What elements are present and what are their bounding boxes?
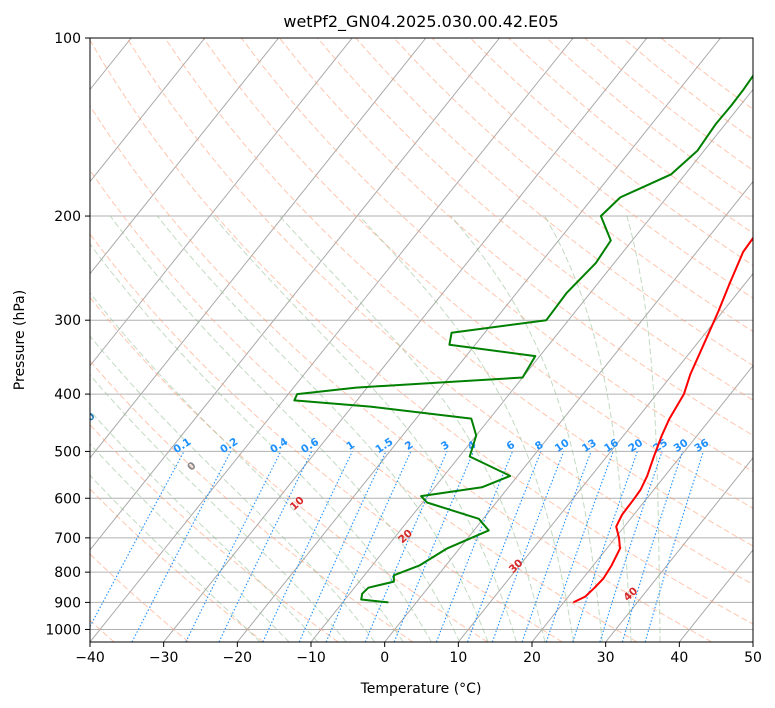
moist-adiabat-line <box>90 474 261 642</box>
temperature-line <box>572 236 753 604</box>
x-tick-label: 0 <box>380 650 389 666</box>
mixing-ratio-line <box>572 451 638 642</box>
dewpoint-line <box>293 74 753 604</box>
y-tick-label: 500 <box>54 444 81 460</box>
mixing-ratio-line <box>599 451 663 642</box>
x-tick-label: 10 <box>449 650 467 666</box>
dry-adiabat-line <box>90 105 712 642</box>
y-tick-label: 800 <box>54 565 81 581</box>
dry-adiabat-line <box>90 553 190 642</box>
isotherm-line <box>90 38 427 459</box>
series-lines <box>293 74 753 604</box>
mixing-ratio-line <box>466 451 542 642</box>
dry-adiabat-line <box>90 233 563 642</box>
moist-adiabat-line <box>90 243 432 642</box>
y-tick-label: 700 <box>54 531 81 547</box>
mixing-ratio-line <box>644 451 704 642</box>
y-tick-label: 400 <box>54 387 81 403</box>
y-tick-label: 900 <box>54 595 81 611</box>
moist-adiabat-line <box>279 215 546 642</box>
y-tick-label: 600 <box>54 491 81 507</box>
moist-adiabat-line <box>90 374 347 642</box>
x-tick-label: 30 <box>597 650 615 666</box>
isotherm-line <box>605 457 753 642</box>
plot-frame <box>89 37 754 643</box>
moist-adiabat-line <box>544 215 632 642</box>
y-tick-label: 300 <box>54 313 81 329</box>
x-tick-label: 40 <box>670 650 688 666</box>
dry-adiabat-line <box>279 38 753 437</box>
isotherm-line <box>163 38 648 642</box>
y-axis-ticks: 100 200 300 400 500 600 700 800 900 1000 <box>45 31 90 638</box>
isotherm-line <box>236 38 721 642</box>
x-tick-label: −10 <box>296 650 326 666</box>
x-tick-label: −20 <box>223 650 253 666</box>
x-tick-label: −40 <box>75 650 105 666</box>
dry-adiabat-line <box>393 38 753 333</box>
isotherm-line <box>90 38 574 642</box>
x-tick-label: 50 <box>744 650 762 666</box>
y-axis-label: Pressure (hPa) <box>12 290 28 390</box>
moist-adiabat-line <box>157 215 489 642</box>
mixing-ratio-line <box>262 451 353 642</box>
isotherm-line <box>457 272 753 642</box>
mixing-ratio-line <box>435 451 514 642</box>
y-tick-label: 1000 <box>45 622 81 638</box>
isotherm-line <box>90 38 279 275</box>
dry-adiabat-lines <box>90 38 753 642</box>
chart-title: wetPf2_GN04.2025.030.00.42.E05 <box>283 12 558 32</box>
mixing-ratio-lines <box>90 451 704 642</box>
x-tick-label: 20 <box>523 650 541 666</box>
mixing-ratio-line <box>364 451 448 642</box>
mixing-ratio-line <box>185 451 282 642</box>
mixing-ratio-line <box>90 451 185 628</box>
isotherm-line <box>90 38 500 551</box>
dry-adiabat-line <box>90 488 264 642</box>
moist-adiabat-line <box>109 215 461 642</box>
x-axis-ticks: −40 −30 −20 −10 0 10 20 30 40 50 <box>75 642 762 666</box>
mixing-ratio-line <box>393 451 475 642</box>
moist-adiabat-line <box>90 292 404 642</box>
dry-adiabat-line <box>90 39 753 625</box>
moist-adiabat-line <box>212 215 517 642</box>
dry-adiabat-line <box>164 38 753 547</box>
y-tick-label: 100 <box>54 31 81 47</box>
dry-adiabat-line <box>90 169 638 642</box>
moist-adiabat-line <box>450 215 603 642</box>
mixing-ratio-line <box>325 451 412 642</box>
dry-adiabat-line <box>90 360 414 642</box>
mixing-ratio-line <box>545 451 614 642</box>
x-tick-label: −30 <box>149 650 179 666</box>
moist-adiabat-line <box>90 335 376 642</box>
dry-adiabat-line <box>90 296 488 642</box>
moist-adiabat-line <box>358 215 575 642</box>
mixing-ratio-line <box>218 451 313 642</box>
mixing-ratio-line <box>491 451 565 642</box>
isotherm-line <box>90 38 353 367</box>
dry-adiabat-line <box>202 38 753 509</box>
mixing-ratio-line <box>521 451 592 642</box>
isotherm-line <box>90 38 206 183</box>
dry-adiabat-line <box>126 38 753 586</box>
isotherm-label: -10 <box>76 410 98 432</box>
moist-adiabat-line <box>626 215 661 642</box>
isotherm-line <box>531 364 753 642</box>
mixing-ratio-line <box>298 451 387 642</box>
plot-area: 0.10.20.40.611.52346810131620253036-100-… <box>76 38 753 642</box>
mixing-ratio-line <box>621 451 684 642</box>
x-axis-label: Temperature (°C) <box>360 681 482 697</box>
y-tick-label: 200 <box>54 209 81 225</box>
isotherm-lines <box>90 38 753 642</box>
